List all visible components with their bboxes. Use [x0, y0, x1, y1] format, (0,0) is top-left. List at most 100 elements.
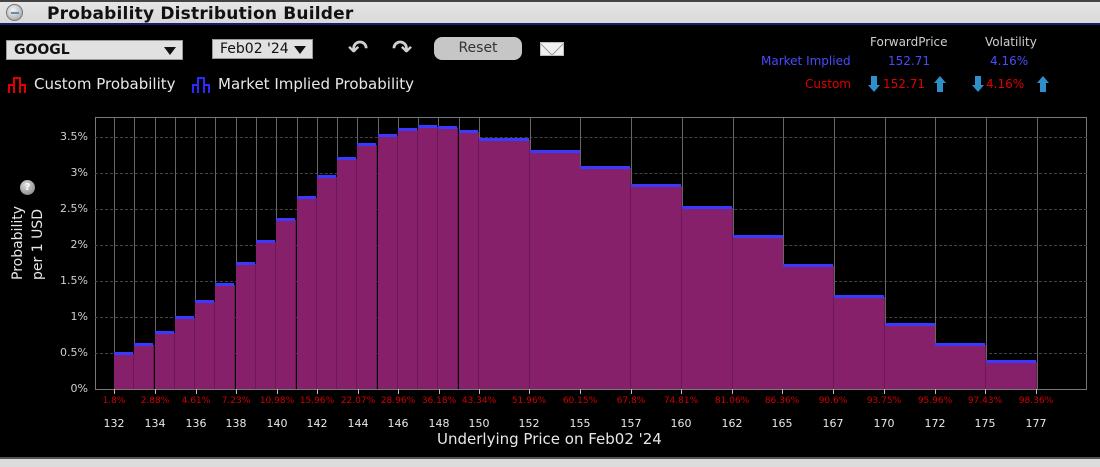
bin-divider — [276, 118, 277, 220]
forward-decrease-icon[interactable] — [868, 76, 880, 92]
cumulative-probability-label: 7.23% — [221, 396, 251, 406]
market-implied-cap[interactable] — [438, 126, 457, 130]
market-implied-cap[interactable] — [682, 206, 732, 210]
market-implied-cap[interactable] — [631, 183, 681, 187]
market-implied-cap[interactable] — [256, 240, 275, 244]
market-implied-cap[interactable] — [986, 359, 1036, 363]
chart-plot-area[interactable] — [95, 117, 1087, 390]
probability-bar[interactable] — [580, 165, 631, 389]
probability-bar[interactable] — [479, 137, 530, 389]
probability-bar[interactable] — [631, 183, 682, 389]
probability-bar[interactable] — [733, 235, 784, 389]
market-implied-cap[interactable] — [580, 165, 630, 169]
x-tick — [196, 389, 197, 394]
probability-bar[interactable] — [317, 175, 337, 389]
probability-bar[interactable] — [935, 343, 986, 389]
market-implied-cap[interactable] — [479, 137, 529, 141]
market-implied-cap[interactable] — [175, 315, 194, 319]
x-tick — [114, 389, 115, 394]
probability-bar[interactable] — [155, 330, 175, 389]
probability-bar[interactable] — [357, 142, 377, 389]
probability-bar[interactable] — [459, 129, 479, 389]
legend-market-label: Market Implied Probability — [218, 75, 415, 93]
market-implied-cap[interactable] — [215, 283, 234, 287]
bin-divider — [297, 118, 298, 199]
probability-bar[interactable] — [297, 196, 317, 389]
cumulative-probability-label: 93.75% — [866, 396, 902, 406]
probability-bar[interactable] — [195, 299, 215, 389]
market-implied-cap[interactable] — [297, 196, 316, 200]
x-tick-label: 140 — [266, 417, 288, 430]
volatility-decrease-icon[interactable] — [972, 76, 984, 92]
envelope-icon[interactable] — [540, 42, 564, 56]
market-implied-cap[interactable] — [530, 150, 580, 154]
probability-bar[interactable] — [885, 322, 936, 389]
y-tick-label: 2.5% — [60, 202, 88, 215]
window-title: Probability Distribution Builder — [47, 4, 354, 24]
bin-divider — [155, 118, 156, 333]
help-icon[interactable]: ? — [20, 180, 35, 195]
probability-bar[interactable] — [134, 343, 154, 389]
probability-bar[interactable] — [682, 206, 733, 389]
reset-button[interactable]: Reset — [434, 37, 522, 60]
market-implied-cap[interactable] — [337, 157, 356, 161]
x-tick — [529, 389, 530, 394]
market-implied-cap[interactable] — [155, 330, 174, 334]
undo-icon[interactable]: ↶ — [347, 35, 369, 63]
probability-bar[interactable] — [438, 126, 458, 389]
market-implied-cap[interactable] — [236, 261, 255, 265]
x-tick — [317, 389, 318, 394]
forward-increase-icon[interactable] — [934, 76, 946, 92]
x-tick-label: 136 — [185, 417, 207, 430]
bin-divider — [317, 118, 318, 178]
probability-bar[interactable] — [236, 261, 256, 389]
market-implied-cap[interactable] — [195, 299, 214, 303]
market-implied-cap[interactable] — [418, 124, 437, 128]
probability-bar[interactable] — [834, 294, 885, 389]
market-implied-cap[interactable] — [885, 322, 935, 326]
window-menu-icon[interactable] — [6, 4, 23, 21]
probability-bar[interactable] — [256, 240, 276, 389]
probability-bar[interactable] — [418, 124, 438, 389]
custom-label: Custom — [805, 77, 851, 91]
bin-divider — [1037, 118, 1038, 389]
ticker-select[interactable]: GOOGL — [6, 40, 183, 60]
probability-bar[interactable] — [215, 283, 235, 389]
x-tick-label: 170 — [873, 417, 895, 430]
x-tick — [935, 389, 936, 394]
probability-bar[interactable] — [175, 315, 195, 389]
market-implied-cap[interactable] — [834, 294, 884, 298]
market-implied-cap[interactable] — [114, 351, 133, 355]
probability-bar[interactable] — [337, 157, 357, 389]
bin-divider — [631, 118, 632, 186]
market-implied-cap[interactable] — [317, 175, 336, 179]
x-tick-label: 138 — [225, 417, 247, 430]
probability-bar[interactable] — [530, 150, 581, 389]
bin-divider — [530, 118, 531, 153]
market-implied-cap[interactable] — [378, 134, 397, 138]
probability-bar[interactable] — [276, 217, 296, 389]
market-implied-cap[interactable] — [134, 343, 153, 347]
x-tick-label: 148 — [428, 417, 450, 430]
cumulative-probability-label: 98.36% — [1018, 396, 1054, 406]
probability-bar[interactable] — [398, 127, 418, 389]
market-implied-cap[interactable] — [733, 235, 783, 239]
market-implied-cap[interactable] — [459, 129, 478, 133]
cumulative-probability-label: 15.96% — [299, 396, 335, 406]
probability-bar[interactable] — [783, 263, 834, 389]
market-implied-cap[interactable] — [935, 343, 985, 347]
volatility-increase-icon[interactable] — [1037, 76, 1049, 92]
probability-bar[interactable] — [986, 359, 1037, 389]
market-implied-cap[interactable] — [398, 127, 417, 131]
bin-divider — [114, 118, 115, 354]
probability-bar[interactable] — [114, 351, 134, 389]
y-tick-label: 0% — [70, 382, 88, 395]
cumulative-probability-label: 4.61% — [181, 396, 211, 406]
market-implied-cap[interactable] — [357, 142, 376, 146]
expiry-select[interactable]: Feb02 '24 — [212, 39, 313, 59]
probability-bar[interactable] — [378, 134, 398, 389]
redo-icon[interactable]: ↷ — [391, 35, 413, 63]
market-implied-cap[interactable] — [276, 217, 295, 221]
market-implied-cap[interactable] — [783, 263, 833, 267]
x-tick-label: 162 — [721, 417, 743, 430]
